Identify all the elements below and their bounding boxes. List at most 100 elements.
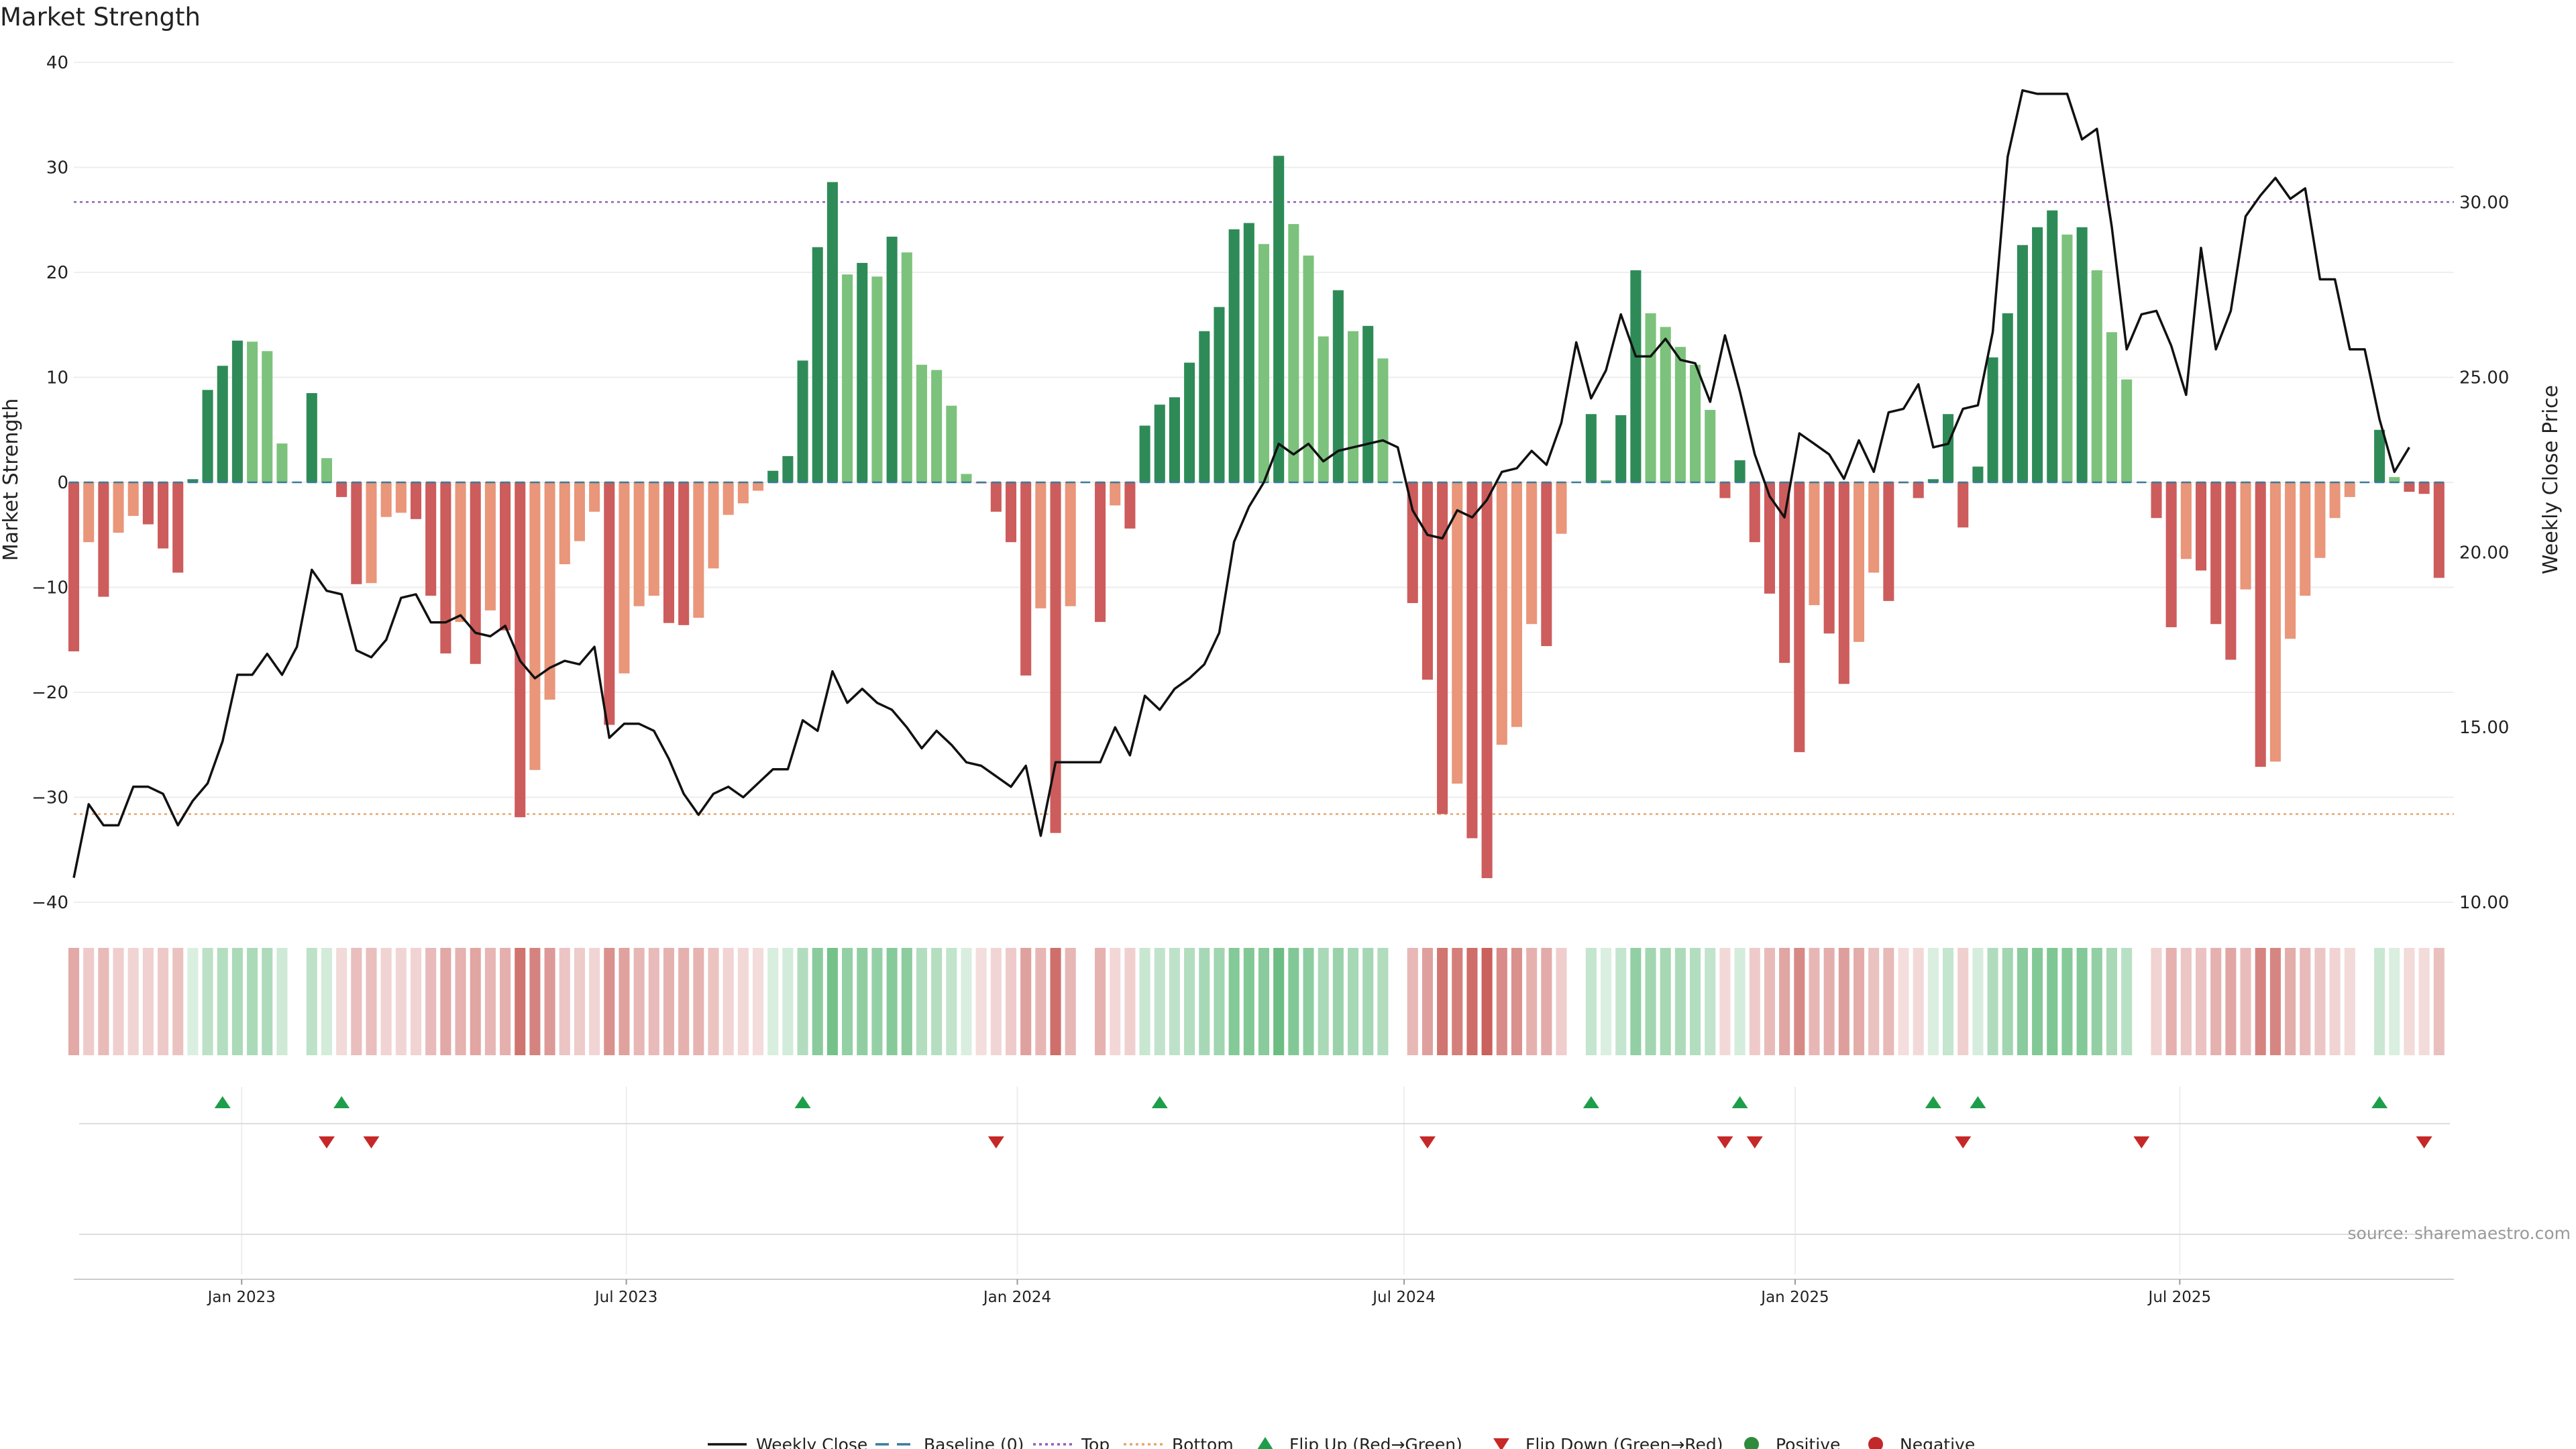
strength-bar (262, 351, 273, 482)
heat-cell (1883, 948, 1894, 1055)
heat-cell (1243, 948, 1254, 1055)
flip-up-marker (1151, 1096, 1168, 1108)
strength-bar (380, 482, 392, 517)
heat-cell (901, 948, 912, 1055)
heat-cell (1615, 948, 1627, 1055)
heat-cell (500, 948, 511, 1055)
heat-cell (753, 948, 764, 1055)
heat-cell (425, 948, 437, 1055)
strength-bar (1779, 482, 1790, 663)
heat-cell (2195, 948, 2207, 1055)
strength-bar (604, 482, 615, 725)
strength-bar (916, 364, 928, 482)
strength-bar (961, 474, 972, 482)
strength-bar (1466, 482, 1478, 839)
heat-cell (336, 948, 347, 1055)
heat-cell (693, 948, 704, 1055)
heat-cell (1690, 948, 1701, 1055)
strength-bar (871, 276, 883, 482)
heat-cell (1005, 948, 1017, 1055)
strength-bar (410, 482, 422, 519)
heat-cell (529, 948, 541, 1055)
strength-bars (68, 156, 2445, 879)
strength-bar (98, 482, 109, 597)
heat-cell (127, 948, 139, 1055)
strength-bar (1749, 482, 1760, 543)
strength-bar (1035, 482, 1046, 608)
heat-cell (767, 948, 779, 1055)
heat-cell (1674, 948, 1686, 1055)
heat-cell (1228, 948, 1240, 1055)
heat-cell (1258, 948, 1270, 1055)
strength-bar (1318, 336, 1329, 482)
heat-cell (2121, 948, 2133, 1055)
strength-bar (276, 443, 288, 482)
heat-cell (142, 948, 154, 1055)
heat-cell (1303, 948, 1314, 1055)
heat-cell (1705, 948, 1716, 1055)
heat-cell (2061, 948, 2073, 1055)
strength-bar (812, 247, 823, 482)
heat-cell (1020, 948, 1032, 1055)
heat-cell (1734, 948, 1746, 1055)
strength-bar (2032, 227, 2043, 482)
strength-bar (1823, 482, 1835, 634)
strength-bar (2210, 482, 2222, 625)
legend-item: Positive (1744, 1435, 1840, 1449)
flip-up-marker (1582, 1096, 1599, 1108)
strength-bar (366, 482, 377, 584)
strength-bar (1496, 482, 1507, 745)
heat-cell (2151, 948, 2162, 1055)
heat-cell (2314, 948, 2326, 1055)
x-axis: Jan 2023 Jul 2023 Jan 2024 Jul 2024 Jan 2025… (74, 1279, 2454, 1306)
strength-bar (1645, 313, 1656, 482)
strength-bar (1437, 482, 1448, 814)
strength-bar (187, 479, 199, 482)
heat-cell (1481, 948, 1493, 1055)
source-note: source: sharemaestro.com (2348, 1224, 2571, 1243)
strength-bar (931, 370, 943, 482)
heat-cell (1139, 948, 1150, 1055)
left-tick-label: 40 (46, 53, 68, 73)
flip-up-marker (1731, 1096, 1748, 1108)
heat-cell (1273, 948, 1285, 1055)
heat-cell (2269, 948, 2281, 1055)
heat-cell (1868, 948, 1880, 1055)
strength-bar (767, 470, 779, 482)
strength-bar (2195, 482, 2207, 571)
left-tick-label: 20 (46, 263, 68, 283)
strength-bar (1303, 255, 1314, 482)
right-tick-label: 10.00 (2459, 893, 2509, 913)
heat-cell (678, 948, 690, 1055)
strength-bar (990, 482, 1002, 512)
strength-bar (663, 482, 675, 623)
strength-bar (1481, 482, 1493, 879)
heat-cell (202, 948, 213, 1055)
strength-bar (2047, 210, 2058, 482)
strength-bar (2240, 482, 2251, 590)
flip-markers-panel (79, 1096, 2450, 1235)
heat-cell (1660, 948, 1671, 1055)
left-tick-label: −40 (32, 893, 68, 913)
heat-cell (2180, 948, 2192, 1055)
strength-bar (1690, 364, 1701, 482)
strength-bar (2314, 482, 2326, 558)
strength-bar (2404, 482, 2415, 492)
heat-cell (2389, 948, 2400, 1055)
heat-cell (1927, 948, 1939, 1055)
heat-cell (1154, 948, 1165, 1055)
heat-cell (1779, 948, 1790, 1055)
strength-bar (1139, 425, 1150, 482)
strength-bar (826, 182, 838, 482)
right-axis-ticks: 30.00 25.00 20.00 15.00 10.00 (2459, 193, 2509, 913)
legend-item: Bottom (1124, 1435, 1234, 1449)
heat-cell (931, 948, 943, 1055)
strength-bar (1154, 405, 1165, 482)
heat-cell (1943, 948, 1954, 1055)
strength-bar (202, 390, 213, 482)
strength-bar (2269, 482, 2281, 762)
heat-cell (2374, 948, 2385, 1055)
heat-cell (1348, 948, 1359, 1055)
strength-bar (440, 482, 451, 654)
strength-bar (886, 236, 898, 482)
